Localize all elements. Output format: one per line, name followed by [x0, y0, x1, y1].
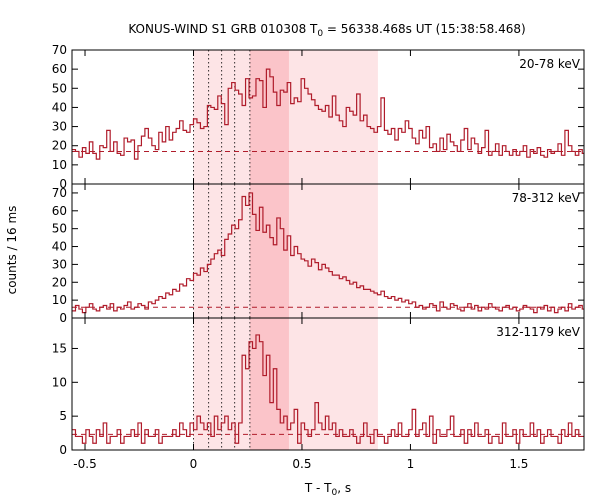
y-tick-label: 5	[59, 409, 67, 423]
y-tick-label: 40	[52, 100, 67, 114]
y-axis-label: counts / 16 ms	[5, 206, 19, 295]
y-tick-label: 70	[52, 186, 67, 200]
x-tick-label: 0	[190, 457, 198, 471]
panel-2: 0 10 20 30 40 50 60 70 78-312 keV	[52, 183, 585, 325]
histogram-series	[72, 334, 584, 444]
y-tick-label: 60	[52, 204, 67, 218]
y-tick-label: 20	[52, 139, 67, 153]
y-tick-label: 60	[52, 62, 67, 76]
histogram-series	[72, 192, 584, 314]
energy-band-label: 78-312 keV	[512, 191, 581, 205]
panel-1: 0 10 20 30 40 50 60 70 20-78 keV	[52, 43, 585, 191]
y-tick-label: 10	[52, 158, 67, 172]
shaded-interval-2	[249, 184, 289, 318]
energy-band-label: 312-1179 keV	[496, 325, 580, 339]
histogram-series	[72, 68, 584, 160]
x-axis-label: T - T0, s	[304, 481, 351, 498]
x-tick-label: 1	[407, 457, 415, 471]
x-tick-label: 0.5	[292, 457, 311, 471]
y-tick-label: 40	[52, 240, 67, 254]
x-tick-label: -0.5	[73, 457, 96, 471]
energy-band-label: 20-78 keV	[519, 57, 581, 71]
panel-frame	[71, 317, 585, 451]
y-tick-label: 0	[59, 443, 67, 457]
y-tick-label: 10	[52, 375, 67, 389]
y-tick-label: 70	[52, 43, 67, 57]
chart-title: KONUS-WIND S1 GRB 010308 T0 = 56338.468s…	[128, 22, 525, 39]
y-tick-label: 0	[59, 177, 67, 191]
y-tick-label: 30	[52, 120, 67, 134]
y-tick-label: 20	[52, 275, 67, 289]
y-tick-label: 30	[52, 257, 67, 271]
y-tick-label: 15	[52, 341, 67, 355]
y-tick-label: 10	[52, 293, 67, 307]
x-tick-label: 1.5	[509, 457, 528, 471]
y-tick-label: 0	[59, 311, 67, 325]
y-tick-label: 50	[52, 222, 67, 236]
y-tick-label: 50	[52, 81, 67, 95]
panel-3: 0 5 10 15 312-1179 keV	[52, 317, 585, 457]
